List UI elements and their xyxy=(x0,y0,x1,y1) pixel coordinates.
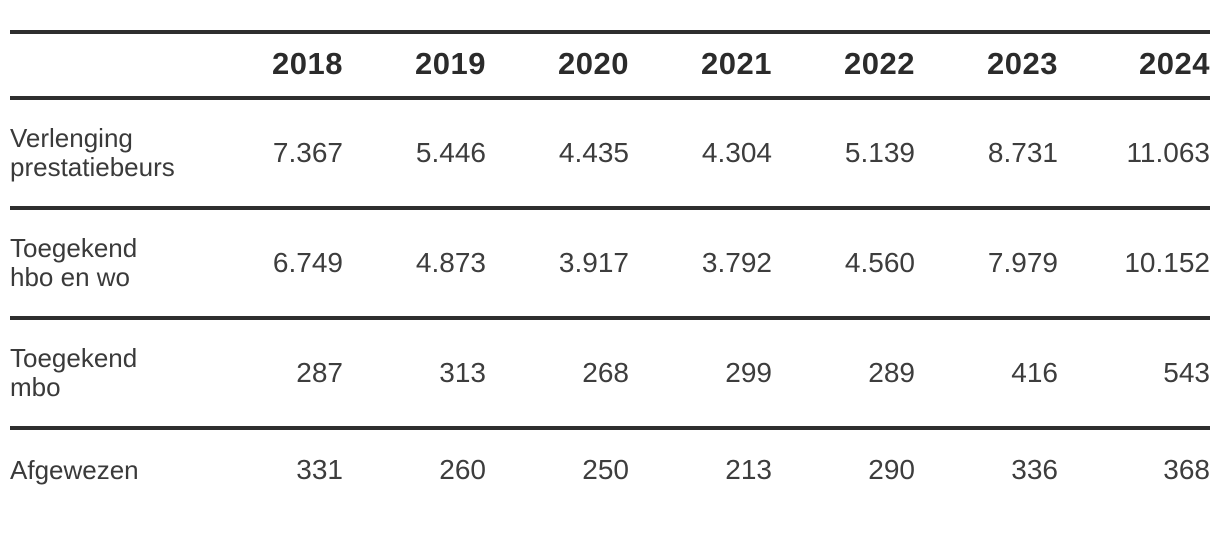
row-label: Afgewezen xyxy=(10,428,200,520)
row-label-line: hbo en wo xyxy=(10,262,130,292)
value-cell: 7.367 xyxy=(200,98,343,210)
table-row-afgewezen: Afgewezen 331 260 250 213 290 336 368 xyxy=(10,428,1210,520)
value-cell: 6.749 xyxy=(200,208,343,320)
value-cell: 368 xyxy=(1163,454,1210,485)
table-row-toegekend-mbo: Toegekend mbo 287 313 268 299 289 416 54… xyxy=(10,318,1210,430)
value-cell: 4.304 xyxy=(629,98,772,210)
header-row: 2018 2019 2020 2021 2022 2023 2024 xyxy=(10,30,1210,100)
value-cell: 250 xyxy=(582,454,629,485)
row-label-line: Toegekend xyxy=(10,233,138,263)
row-label: Toegekend hbo en wo xyxy=(10,208,200,320)
yearly-data-table: 2018 2019 2020 2021 2022 2023 2024 Verle… xyxy=(10,30,1210,520)
row-label: Toegekend mbo xyxy=(10,318,200,430)
value-cell: 416 xyxy=(915,318,1058,430)
value-cell: 7.979 xyxy=(915,208,1058,320)
value-cell: 289 xyxy=(772,318,915,430)
header-cell-year-2022: 2022 xyxy=(772,30,915,100)
table-row-verlenging-prestatiebeurs: Verlenging prestatiebeurs 7.367 5.446 4.… xyxy=(10,98,1210,210)
value-cell: 10.152 xyxy=(1058,208,1210,320)
value-cell: 336 xyxy=(1011,454,1058,485)
header-cell-year-2018: 2018 xyxy=(200,30,343,100)
header-cell-year-2019: 2019 xyxy=(343,30,486,100)
value-cell: 268 xyxy=(486,318,629,430)
row-label-line: Verlenging xyxy=(10,123,133,153)
row-label-line: prestatiebeurs xyxy=(10,152,175,182)
row-label: Verlenging prestatiebeurs xyxy=(10,98,200,210)
header-cell-empty xyxy=(10,30,200,100)
value-cell: 290 xyxy=(868,454,915,485)
header-cell-year-2023: 2023 xyxy=(915,30,1058,100)
value-cell: 8.731 xyxy=(915,98,1058,210)
value-cell: 299 xyxy=(629,318,772,430)
header-cell-year-2021: 2021 xyxy=(629,30,772,100)
value-cell: 3.917 xyxy=(486,208,629,320)
value-cell: 313 xyxy=(343,318,486,430)
value-cell: 543 xyxy=(1058,318,1210,430)
row-label-line: Afgewezen xyxy=(10,454,139,485)
value-cell: 287 xyxy=(200,318,343,430)
value-cell: 213 xyxy=(725,454,772,485)
value-cell: 5.446 xyxy=(343,98,486,210)
value-cell: 11.063 xyxy=(1058,98,1210,210)
value-cell: 260 xyxy=(439,454,486,485)
value-cell: 4.873 xyxy=(343,208,486,320)
yearly-data-table-container: 2018 2019 2020 2021 2022 2023 2024 Verle… xyxy=(10,30,1210,520)
value-cell: 4.560 xyxy=(772,208,915,320)
row-label-line: Toegekend xyxy=(10,343,138,373)
value-cell: 4.435 xyxy=(486,98,629,210)
row-label-line: mbo xyxy=(10,372,61,402)
header-cell-year-2020: 2020 xyxy=(486,30,629,100)
value-cell: 331 xyxy=(296,454,343,485)
table-row-toegekend-hbo-en-wo: Toegekend hbo en wo 6.749 4.873 3.917 3.… xyxy=(10,208,1210,320)
value-cell: 5.139 xyxy=(772,98,915,210)
value-cell: 3.792 xyxy=(629,208,772,320)
header-cell-year-2024: 2024 xyxy=(1058,30,1210,100)
